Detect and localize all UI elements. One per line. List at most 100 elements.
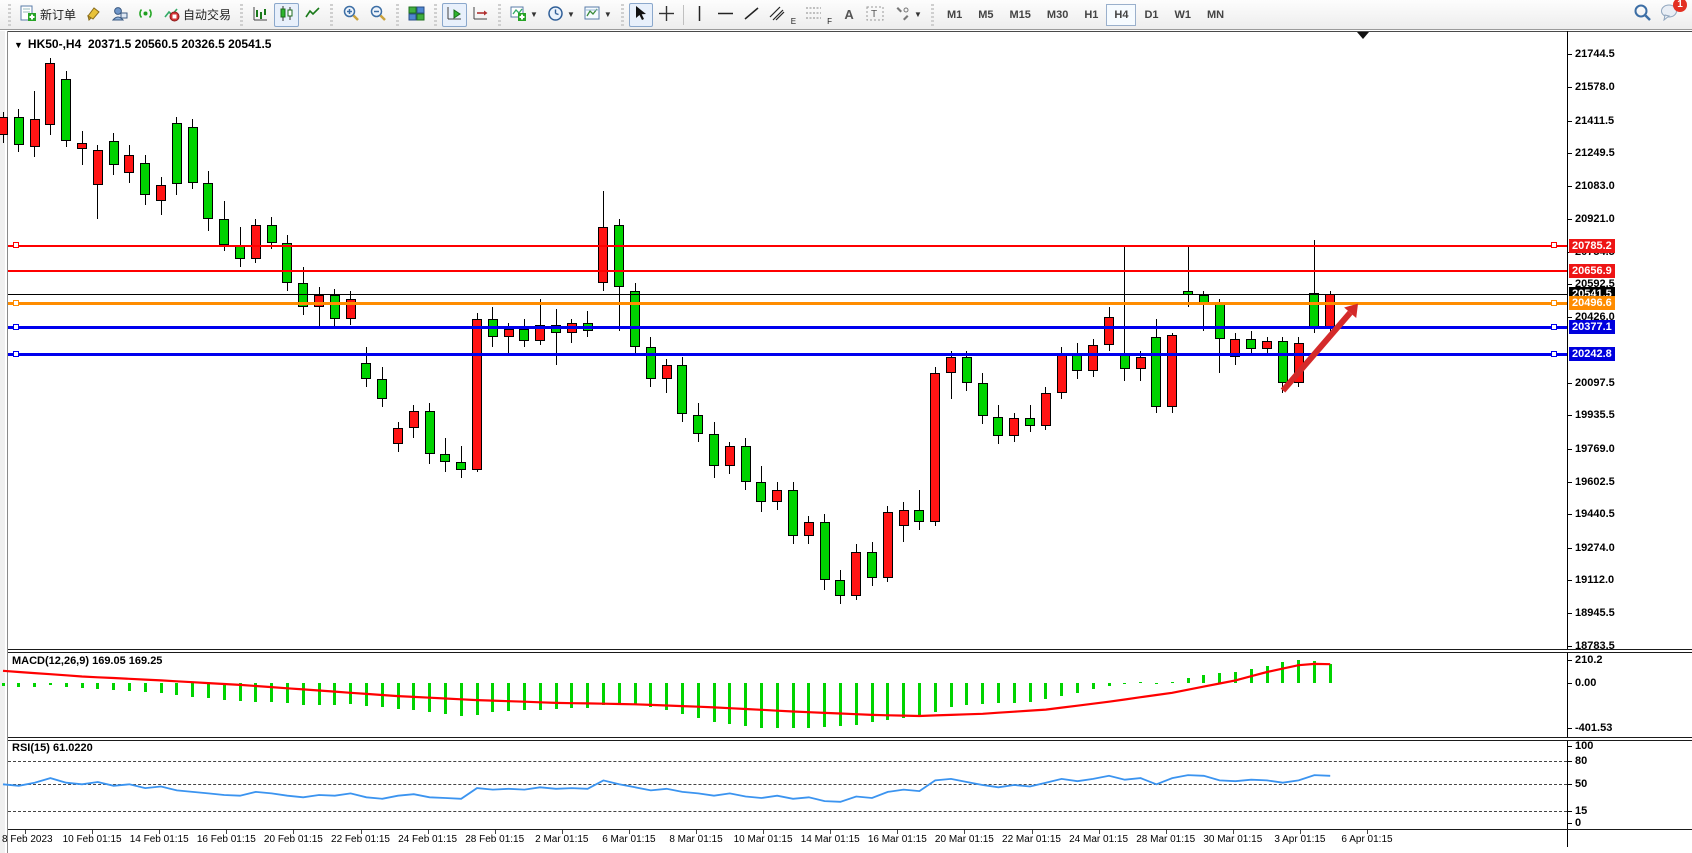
chart-symbol-title[interactable]: ▼ HK50-,H4 20371.5 20560.5 20326.5 20541.… (14, 37, 271, 51)
candle-body[interactable] (1009, 418, 1020, 437)
candle-body[interactable] (45, 62, 56, 125)
candle-body[interactable] (61, 78, 72, 141)
timeframe-h1[interactable]: H1 (1084, 8, 1099, 21)
candle-body[interactable] (803, 522, 814, 537)
timeframe-m15[interactable]: M15 (1009, 8, 1031, 21)
line-chart-mode-button[interactable] (300, 3, 325, 27)
toolbar-grip[interactable] (928, 3, 936, 26)
line-handle-marker[interactable] (13, 299, 19, 306)
candle-body[interactable] (124, 154, 135, 173)
candle-body[interactable] (1277, 340, 1288, 383)
cursor-tool-button[interactable] (628, 2, 653, 27)
candle-body[interactable] (993, 416, 1004, 437)
line-handle-marker[interactable] (1551, 299, 1557, 306)
candle-body[interactable] (867, 552, 877, 579)
pane-separator[interactable] (8, 649, 1692, 653)
toolbar-grip[interactable] (6, 3, 13, 26)
chart-window[interactable]: ▼ HK50-,H4 20371.5 20560.5 20326.5 20541.… (0, 31, 1692, 853)
candle-body[interactable] (1167, 334, 1178, 407)
pane-separator[interactable] (8, 737, 1692, 741)
candle-body[interactable] (266, 224, 277, 243)
candle-body[interactable] (456, 462, 467, 471)
toolbar-grip[interactable] (496, 3, 504, 26)
candle-body[interactable] (740, 446, 751, 483)
candle-body[interactable] (108, 140, 119, 165)
candle-body[interactable] (156, 184, 166, 201)
styler-button[interactable] (81, 3, 106, 27)
candle-body[interactable] (709, 434, 719, 467)
arrows-tool[interactable]: ▼ (890, 3, 926, 27)
candle-body[interactable] (930, 372, 941, 523)
candle-body[interactable] (756, 482, 767, 503)
candle-body[interactable] (630, 290, 640, 347)
candle-body[interactable] (598, 226, 609, 283)
candle-body[interactable] (440, 454, 451, 463)
templates-button[interactable]: ▼ (580, 3, 616, 27)
candle-body[interactable] (661, 364, 672, 379)
chart-shift-button[interactable] (468, 3, 493, 27)
text-tool[interactable]: A (837, 3, 861, 27)
line-handle-marker[interactable] (1551, 350, 1557, 357)
candle-body[interactable] (519, 328, 530, 341)
toolbar-grip[interactable] (238, 3, 246, 26)
candle-body[interactable] (250, 224, 261, 259)
timeframe-h4[interactable]: H4 (1106, 3, 1137, 26)
indicators-button[interactable]: ▼ (506, 3, 542, 27)
candle-body[interactable] (724, 446, 735, 467)
candle-body[interactable] (29, 118, 40, 147)
candle-body[interactable] (645, 346, 656, 379)
timeframe-mn[interactable]: MN (1207, 8, 1225, 21)
zoom-in-button[interactable] (338, 3, 364, 27)
candle-body[interactable] (1262, 340, 1272, 349)
toolbar-grip[interactable] (394, 3, 402, 26)
candle-body[interactable] (835, 580, 846, 597)
candle-body[interactable] (140, 162, 151, 195)
candle-body[interactable] (788, 490, 798, 537)
line-handle-marker[interactable] (1551, 323, 1557, 330)
fibonacci-tool[interactable]: F (801, 3, 836, 27)
text-label-tool[interactable]: T (862, 3, 889, 27)
periods-button[interactable]: ▼ (543, 3, 579, 27)
zoom-out-button[interactable] (365, 3, 391, 27)
new-order-button[interactable]: 新订单 (16, 3, 80, 27)
candle-body[interactable] (1025, 418, 1035, 427)
toolbar-grip[interactable] (328, 3, 336, 26)
candle-body[interactable] (408, 410, 419, 429)
candle-body[interactable] (503, 328, 514, 337)
candle-body[interactable] (393, 428, 403, 445)
timeframe-d1[interactable]: D1 (1144, 8, 1159, 21)
candle-body[interactable] (329, 294, 340, 319)
horizontal-level-line[interactable] (8, 325, 1567, 329)
candle-body[interactable] (1246, 338, 1257, 349)
tile-windows-button[interactable] (404, 3, 429, 27)
horizontal-level-line[interactable] (8, 301, 1567, 305)
horizontal-level-line[interactable] (8, 270, 1567, 273)
candle-body[interactable] (882, 512, 893, 579)
timeframe-w1[interactable]: W1 (1174, 8, 1192, 21)
candle-body[interactable] (424, 410, 435, 455)
candle-body[interactable] (851, 552, 862, 597)
trendline-tool[interactable] (739, 3, 764, 27)
candle-body[interactable] (1104, 316, 1114, 345)
candle-body[interactable] (13, 116, 24, 145)
auto-trading-button[interactable]: 自动交易 (159, 3, 235, 27)
candle-body[interactable] (314, 294, 324, 307)
candle-body[interactable] (677, 364, 688, 415)
horizontal-level-line[interactable] (8, 293, 1567, 295)
candle-body[interactable] (377, 378, 388, 399)
candle-body[interactable] (187, 126, 198, 183)
horizontal-level-line[interactable] (8, 352, 1567, 356)
candle-body[interactable] (282, 242, 293, 283)
candle-body[interactable] (219, 218, 230, 245)
candle-body[interactable] (203, 182, 214, 219)
candle-body[interactable] (361, 362, 372, 379)
toolbar-grip[interactable] (618, 3, 626, 26)
candle-body[interactable] (772, 490, 783, 503)
candle-body[interactable] (1088, 344, 1099, 371)
candle-body[interactable] (1040, 392, 1051, 427)
candle-body[interactable] (1135, 356, 1146, 369)
candle-body[interactable] (535, 324, 546, 341)
candle-body[interactable] (819, 522, 830, 581)
candle-body[interactable] (345, 298, 356, 319)
candle-body[interactable] (614, 224, 625, 287)
